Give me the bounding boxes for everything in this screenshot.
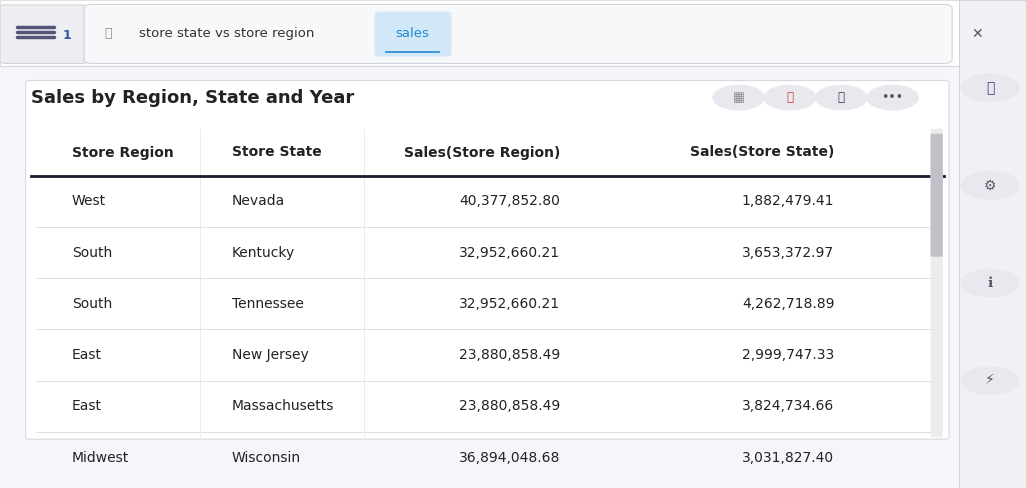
Text: 3,031,827.40: 3,031,827.40 — [742, 450, 834, 465]
Text: Sales by Region, State and Year: Sales by Region, State and Year — [31, 89, 354, 106]
Text: Store State: Store State — [232, 145, 321, 160]
Text: 3,824,734.66: 3,824,734.66 — [742, 399, 834, 413]
Text: ⚡: ⚡ — [985, 374, 995, 387]
Circle shape — [816, 85, 867, 110]
FancyBboxPatch shape — [374, 12, 451, 57]
Text: 3,653,372.97: 3,653,372.97 — [742, 245, 834, 260]
Text: 23,880,858.49: 23,880,858.49 — [460, 348, 560, 362]
Circle shape — [713, 85, 764, 110]
Text: 32,952,660.21: 32,952,660.21 — [460, 245, 560, 260]
Text: South: South — [72, 245, 112, 260]
Text: ✕: ✕ — [971, 27, 983, 41]
Text: East: East — [72, 348, 102, 362]
Text: 4,262,718.89: 4,262,718.89 — [742, 297, 834, 311]
Text: sales: sales — [395, 27, 430, 40]
FancyBboxPatch shape — [26, 81, 949, 439]
Text: Tennessee: Tennessee — [232, 297, 304, 311]
Text: 🔍: 🔍 — [104, 27, 112, 40]
Text: 1: 1 — [63, 29, 71, 41]
Text: Kentucky: Kentucky — [232, 245, 294, 260]
Text: Sales(Store State): Sales(Store State) — [689, 145, 834, 160]
Text: Midwest: Midwest — [72, 450, 129, 465]
Circle shape — [764, 85, 816, 110]
Text: South: South — [72, 297, 112, 311]
Text: 1,882,479.41: 1,882,479.41 — [742, 194, 834, 208]
Text: 📊: 📊 — [986, 81, 994, 95]
Text: Store Region: Store Region — [72, 145, 173, 160]
Circle shape — [961, 367, 1019, 394]
Text: Massachusetts: Massachusetts — [232, 399, 334, 413]
Text: Wisconsin: Wisconsin — [232, 450, 301, 465]
Text: 📌: 📌 — [838, 91, 844, 104]
Text: ▦: ▦ — [733, 91, 745, 104]
FancyBboxPatch shape — [959, 0, 1026, 488]
Text: West: West — [72, 194, 106, 208]
FancyBboxPatch shape — [31, 129, 944, 176]
Text: store state vs store region: store state vs store region — [139, 27, 314, 40]
Text: Nevada: Nevada — [232, 194, 285, 208]
Circle shape — [961, 74, 1019, 102]
FancyBboxPatch shape — [0, 5, 87, 63]
FancyBboxPatch shape — [931, 129, 943, 437]
Text: Sales(Store Region): Sales(Store Region) — [404, 145, 560, 160]
Circle shape — [961, 172, 1019, 199]
Text: ℹ: ℹ — [987, 276, 993, 290]
FancyBboxPatch shape — [0, 0, 959, 66]
Circle shape — [961, 269, 1019, 297]
Text: East: East — [72, 399, 102, 413]
Circle shape — [867, 85, 918, 110]
Text: 23,880,858.49: 23,880,858.49 — [460, 399, 560, 413]
FancyBboxPatch shape — [931, 134, 943, 257]
Text: ⚙: ⚙ — [984, 179, 996, 192]
FancyBboxPatch shape — [0, 68, 959, 488]
Text: •••: ••• — [881, 91, 904, 104]
Text: New Jersey: New Jersey — [232, 348, 309, 362]
FancyBboxPatch shape — [84, 4, 952, 63]
Text: 40,377,852.80: 40,377,852.80 — [460, 194, 560, 208]
Text: 2,999,747.33: 2,999,747.33 — [742, 348, 834, 362]
Text: 32,952,660.21: 32,952,660.21 — [460, 297, 560, 311]
Text: 🗺: 🗺 — [787, 91, 793, 104]
Text: 36,894,048.68: 36,894,048.68 — [459, 450, 560, 465]
